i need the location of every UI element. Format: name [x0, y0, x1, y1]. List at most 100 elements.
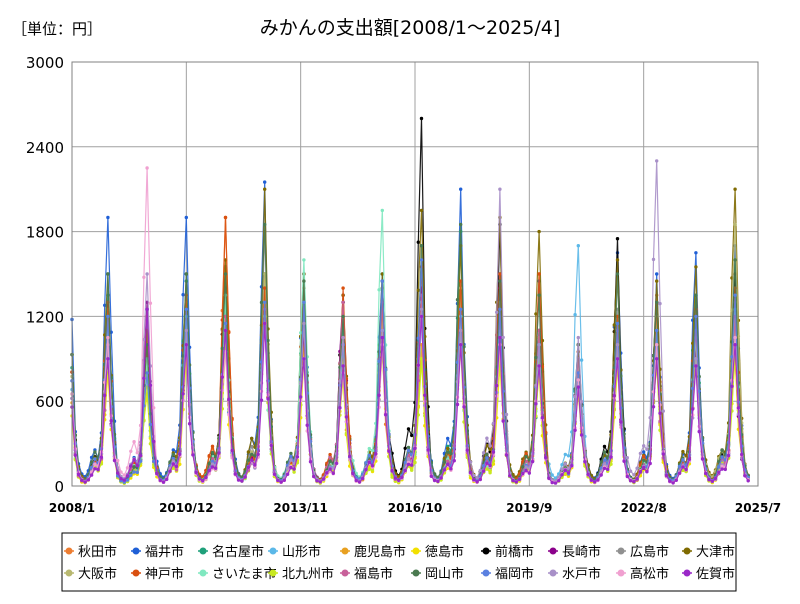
- data-point: [112, 458, 117, 463]
- legend-label: 長崎市: [562, 544, 601, 560]
- data-point: [165, 477, 169, 482]
- data-point: [498, 335, 502, 340]
- data-point: [302, 321, 306, 326]
- data-point: [681, 465, 685, 469]
- legend-swatch-marker: [482, 569, 490, 577]
- data-point: [403, 468, 407, 473]
- data-point: [560, 467, 564, 471]
- data-point: [547, 476, 551, 480]
- data-point: [642, 450, 646, 454]
- data-point: [289, 454, 293, 459]
- data-point: [116, 458, 120, 463]
- data-point: [419, 208, 424, 213]
- data-point: [236, 478, 241, 482]
- data-point: [704, 471, 708, 476]
- data-point: [684, 467, 688, 472]
- data-point: [263, 187, 267, 191]
- data-point: [615, 343, 620, 347]
- data-point: [80, 478, 84, 482]
- data-point: [246, 450, 251, 454]
- data-point: [733, 335, 737, 340]
- data-point: [442, 468, 447, 472]
- data-point: [302, 279, 306, 283]
- data-point: [615, 237, 620, 241]
- legend-item: 前橋市: [481, 544, 534, 560]
- series-line: [71, 118, 749, 483]
- data-point: [171, 452, 175, 457]
- data-point: [717, 465, 721, 469]
- data-point: [468, 470, 473, 475]
- series-line: [71, 189, 749, 483]
- legend-label: さいたま市: [212, 566, 277, 582]
- data-point: [419, 314, 424, 319]
- data-point: [537, 272, 541, 276]
- data-point: [697, 389, 701, 393]
- data-point: [481, 469, 486, 473]
- legend-item: 山形市: [268, 544, 321, 560]
- data-point: [380, 208, 384, 213]
- series-7: [70, 116, 750, 483]
- legend-swatch-marker: [617, 569, 625, 577]
- legend-item: 佐賀市: [682, 566, 735, 582]
- data-point: [720, 464, 724, 469]
- data-point: [171, 466, 175, 470]
- data-point: [348, 454, 352, 458]
- data-point: [321, 477, 326, 481]
- data-point: [93, 450, 97, 454]
- data-point: [478, 468, 482, 473]
- data-point: [419, 357, 424, 361]
- data-point: [233, 472, 237, 476]
- data-point: [416, 363, 420, 367]
- data-point: [622, 459, 626, 463]
- data-point: [651, 405, 656, 409]
- data-point: [442, 460, 447, 464]
- data-point: [419, 258, 424, 262]
- data-point: [406, 457, 411, 462]
- data-point: [132, 465, 136, 469]
- data-point: [655, 343, 659, 347]
- data-point: [576, 244, 580, 248]
- data-point: [390, 475, 394, 479]
- data-point: [119, 470, 123, 474]
- legend-label: 前橋市: [495, 544, 534, 560]
- data-point: [436, 479, 440, 484]
- data-point: [733, 343, 737, 347]
- data-point: [563, 452, 567, 457]
- x-tick-label: 2019/9: [506, 501, 552, 515]
- data-point: [544, 455, 548, 460]
- data-point: [645, 470, 649, 474]
- data-point: [357, 480, 362, 484]
- data-point: [459, 307, 463, 311]
- legend-item: 秋田市: [64, 544, 117, 560]
- series-line: [71, 160, 749, 483]
- data-point: [289, 458, 293, 462]
- data-point: [410, 468, 414, 472]
- legend-item: 大阪市: [64, 566, 117, 582]
- data-point: [341, 364, 345, 368]
- data-point: [403, 446, 407, 450]
- data-point: [397, 478, 401, 482]
- data-point: [83, 480, 87, 484]
- data-point: [263, 286, 267, 290]
- data-point: [364, 461, 368, 465]
- data-point: [93, 467, 97, 471]
- data-point: [250, 452, 254, 457]
- data-point: [586, 472, 590, 476]
- data-point: [579, 358, 584, 362]
- data-point: [132, 470, 136, 474]
- series-line: [71, 217, 749, 483]
- data-point: [521, 465, 525, 469]
- legend-item: 神戸市: [131, 566, 184, 582]
- data-point: [266, 397, 270, 401]
- data-point: [99, 462, 104, 466]
- data-point: [511, 478, 515, 483]
- legend-swatch-marker: [412, 569, 420, 577]
- legend-swatch-marker: [549, 547, 557, 555]
- y-tick-label: 0: [54, 478, 64, 496]
- data-point: [485, 467, 489, 471]
- data-point: [661, 409, 665, 413]
- data-point: [145, 272, 149, 276]
- data-point: [377, 393, 381, 397]
- data-point: [119, 477, 123, 481]
- data-point: [132, 457, 136, 462]
